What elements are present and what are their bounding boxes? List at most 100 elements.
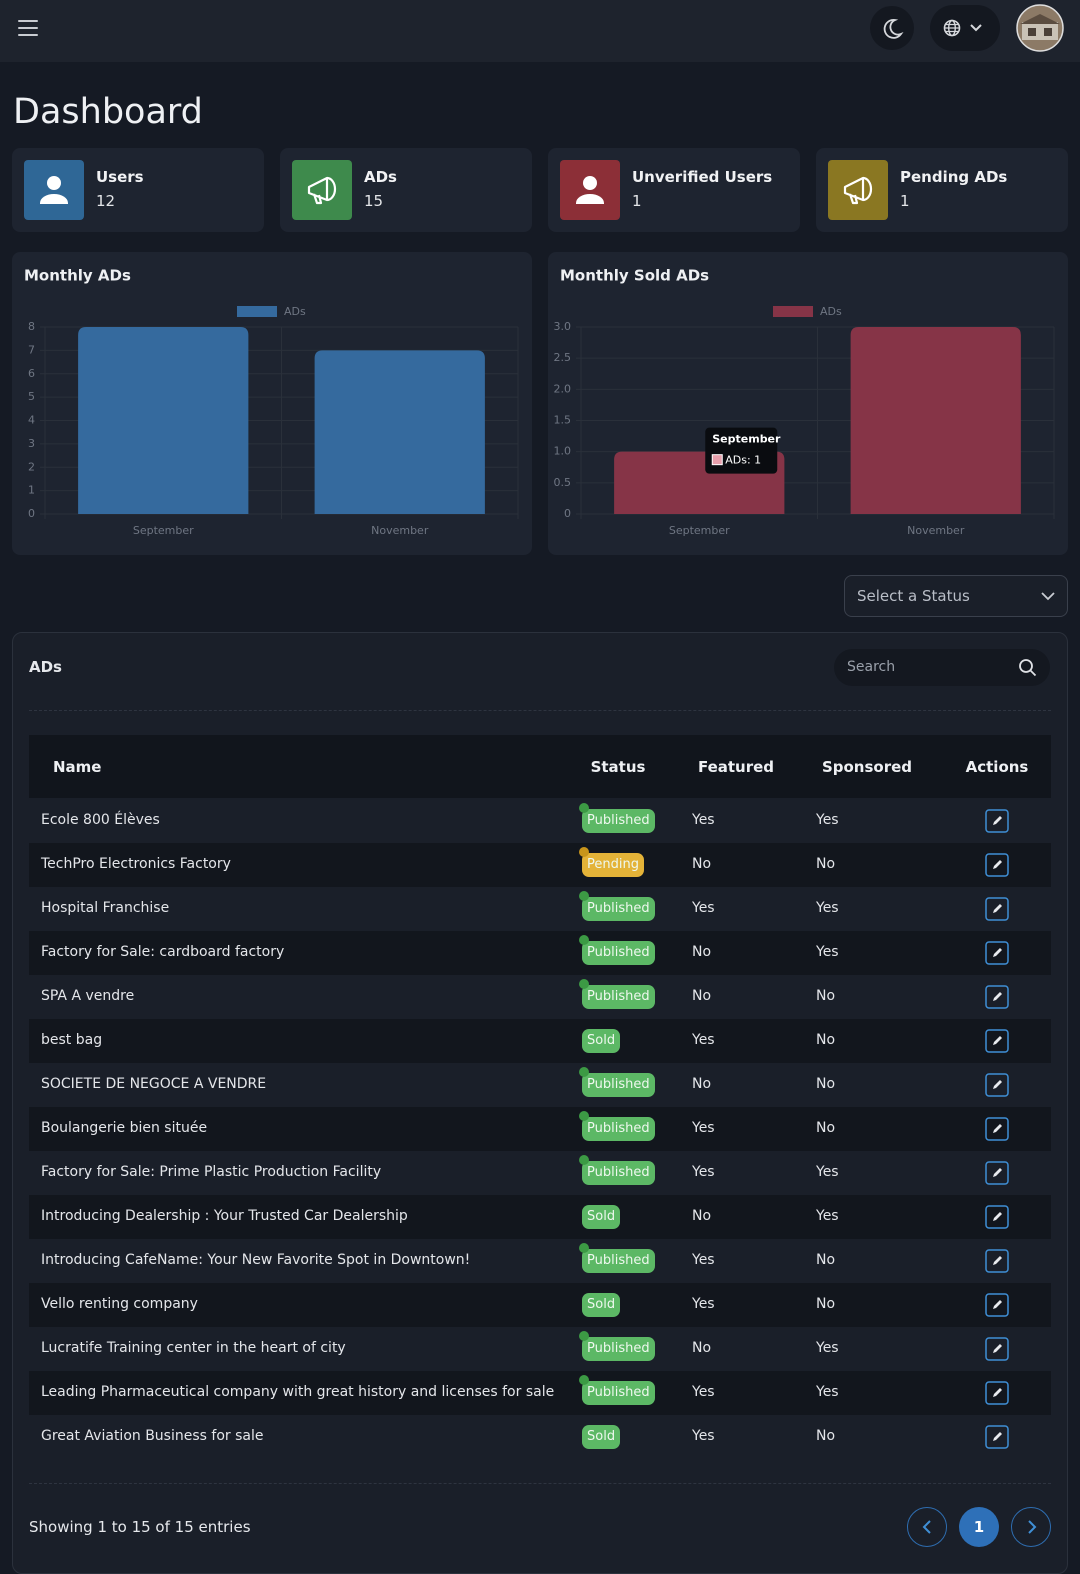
edit-frame: [985, 897, 1009, 921]
table-row: [29, 931, 1051, 975]
page-prev[interactable]: [907, 1507, 947, 1547]
y-tick-label: 0: [564, 507, 571, 520]
tooltip: September ADs: 1: [705, 427, 781, 474]
table-row: [29, 887, 1051, 931]
cell-sponsored: Yes: [816, 900, 839, 916]
table-row: [29, 1107, 1051, 1151]
table-row: [29, 975, 1051, 1019]
x-tick-label: November: [907, 524, 965, 537]
cell-featured: Yes: [692, 1120, 715, 1136]
status-badge: Sold: [582, 1029, 621, 1053]
column-header: Sponsored: [821, 758, 913, 776]
cell-name: SOCIETE DE NEGOCE A VENDRE: [41, 1076, 267, 1092]
avatar[interactable]: [1016, 4, 1064, 52]
page-number[interactable]: 1: [959, 1507, 999, 1547]
stat-icon: [24, 160, 84, 220]
page-next[interactable]: [1011, 1507, 1051, 1547]
status-badge: Published: [582, 897, 655, 921]
edit-button[interactable]: [985, 853, 1009, 877]
table-row: [29, 799, 1051, 843]
edit-button[interactable]: [985, 1293, 1009, 1317]
edit-frame: [985, 1249, 1009, 1273]
stat-card: Pending ADs 1: [816, 148, 1068, 232]
stat-icon: [560, 160, 620, 220]
menu-button[interactable]: [18, 18, 38, 38]
y-tick-label: 1.0: [554, 445, 572, 458]
edit-frame: [985, 1029, 1009, 1053]
edit-button[interactable]: [985, 809, 1009, 833]
cell-name: Lucratife Training center in the heart o…: [41, 1340, 346, 1356]
edit-pencil: [993, 1344, 1002, 1353]
search-placeholder: Search: [847, 659, 896, 675]
cell-name: SPA A vendre: [41, 988, 135, 1004]
edit-frame: [985, 1381, 1009, 1405]
cell-name: Great Aviation Business for sale: [41, 1428, 264, 1444]
icon-part: [47, 176, 61, 190]
edit-button[interactable]: [985, 941, 1009, 965]
search-box[interactable]: Search: [834, 649, 1050, 686]
legend-swatch: [237, 306, 277, 317]
edit-pencil: [993, 1212, 1002, 1221]
edit-button[interactable]: [985, 897, 1009, 921]
chart-title: Monthly Sold ADs: [560, 267, 709, 285]
tooltip-title: September: [712, 433, 781, 446]
status-filter[interactable]: Select a Status: [844, 575, 1068, 617]
cell-sponsored: Yes: [816, 1340, 839, 1356]
stat-card: ADs 15: [280, 148, 532, 232]
status-badge: Published: [582, 1249, 655, 1273]
table-row: [29, 1195, 1051, 1239]
table-row: [29, 1283, 1051, 1327]
cell-name: Introducing Dealership : Your Trusted Ca…: [41, 1208, 408, 1224]
status-dot: [579, 1067, 589, 1077]
status-badge: Sold: [582, 1205, 621, 1229]
y-tick-label: 1.5: [554, 414, 572, 427]
edit-button[interactable]: [985, 1117, 1009, 1141]
cell-name: Factory for Sale: Prime Plastic Producti…: [41, 1164, 382, 1180]
language-select[interactable]: [930, 5, 1000, 51]
edit-button[interactable]: [985, 1029, 1009, 1053]
stat-label: Pending ADs: [900, 168, 1008, 186]
edit-pencil: [993, 948, 1002, 957]
stat-value: 1: [900, 192, 910, 210]
y-tick-label: 8: [28, 320, 35, 333]
cell-sponsored: Yes: [816, 944, 839, 960]
cell-featured: No: [692, 1076, 712, 1092]
edit-button[interactable]: [985, 1381, 1009, 1405]
cell-featured: Yes: [692, 1164, 715, 1180]
table-row: [29, 843, 1051, 887]
cell-sponsored: No: [816, 856, 836, 872]
status-badge: Published: [582, 941, 655, 965]
edit-pencil: [993, 816, 1002, 825]
status-badge: Published: [582, 1337, 655, 1361]
status-badge: Sold: [582, 1293, 621, 1317]
cell-sponsored: No: [816, 988, 836, 1004]
cell-featured: Yes: [692, 1428, 715, 1444]
status-dot: [579, 1243, 589, 1253]
status-badge: Published: [582, 809, 655, 833]
stat-icon-glyph: [307, 176, 337, 205]
edit-button[interactable]: [985, 1249, 1009, 1273]
y-tick-label: 0.5: [554, 476, 572, 489]
edit-button[interactable]: [985, 985, 1009, 1009]
edit-button[interactable]: [985, 1205, 1009, 1229]
y-tick-label: 4: [28, 414, 35, 427]
status-dot: [579, 1155, 589, 1165]
edit-button[interactable]: [985, 1425, 1009, 1449]
cell-sponsored: No: [816, 1076, 836, 1092]
edit-pencil: [993, 860, 1002, 869]
stat-label: ADs: [364, 168, 397, 186]
table-row: [29, 1063, 1051, 1107]
theme-toggle[interactable]: [870, 6, 914, 50]
edit-button[interactable]: [985, 1161, 1009, 1185]
stat-icon-glyph: [843, 176, 873, 205]
status-badge: Published: [582, 1073, 655, 1097]
edit-button[interactable]: [985, 1337, 1009, 1361]
stat-value: 15: [364, 192, 384, 210]
cell-featured: No: [692, 988, 712, 1004]
status-dot: [579, 1375, 589, 1385]
edit-frame: [985, 1205, 1009, 1229]
table-info: Showing 1 to 15 of 15 entries: [29, 1518, 251, 1536]
chevron: [1028, 1520, 1037, 1534]
edit-button[interactable]: [985, 1073, 1009, 1097]
edit-pencil: [993, 904, 1002, 913]
